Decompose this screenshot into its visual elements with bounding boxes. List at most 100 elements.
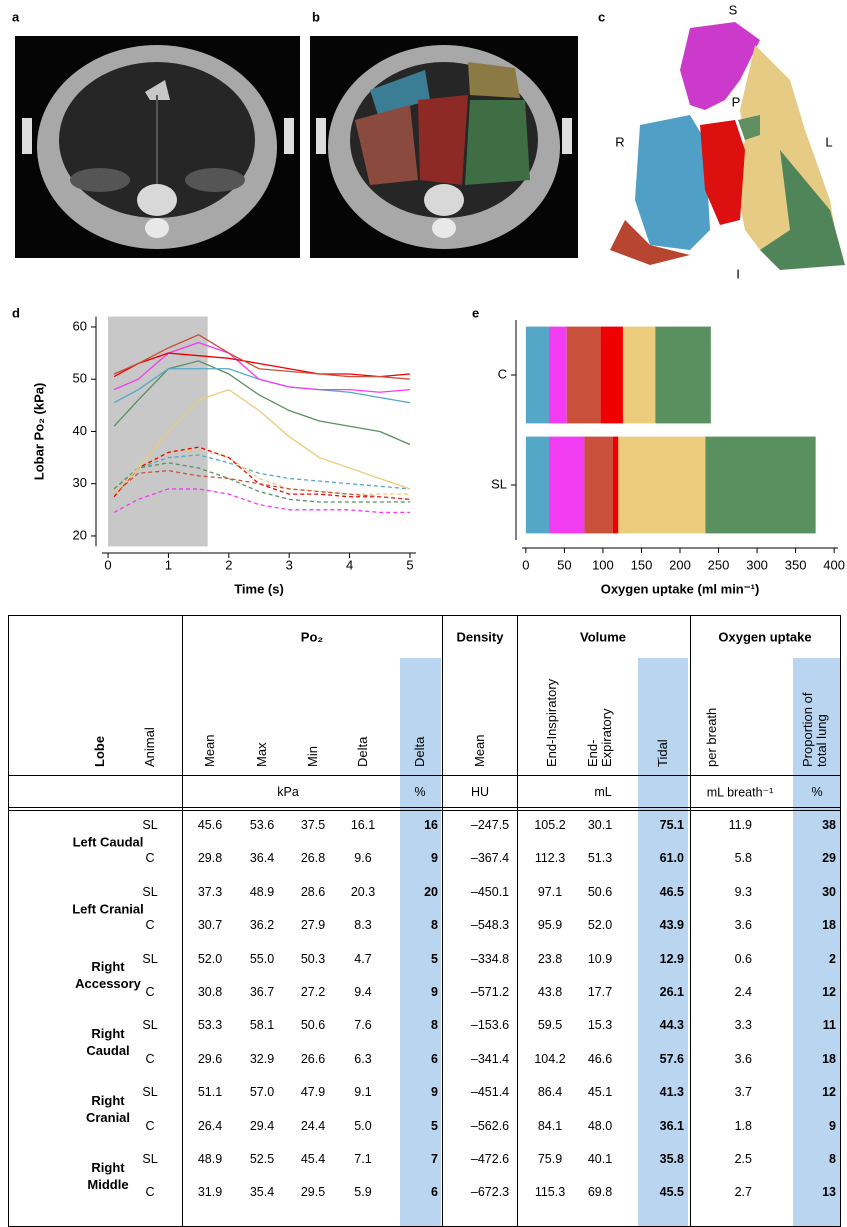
table-value: 55.0 [250,952,274,966]
table-value: 75.1 [660,818,684,832]
animal-label: SL [142,818,157,832]
table-value: 3.6 [735,1052,752,1066]
unit-label: kPa [277,785,299,799]
table-value: 18 [822,1052,836,1066]
unit-label: mL breath⁻¹ [707,785,774,800]
x-tick-label: 3 [286,557,293,572]
table-value: 44.3 [660,1018,684,1032]
lobe-label: Right Middle [70,1159,146,1193]
table-value: 18 [822,918,836,932]
x-tick-label: 0 [522,557,529,572]
table-value: 2.4 [735,985,752,999]
shaded-region [108,317,208,547]
table-value: 69.8 [588,1185,612,1199]
table-value: 3.3 [735,1018,752,1032]
bar-segment [567,327,601,424]
table-value: –571.2 [471,985,509,999]
column-header: per breath [705,662,719,767]
table-value: 0.6 [735,952,752,966]
column-header: Lobe [93,662,107,767]
table-value: 53.3 [198,1018,222,1032]
y-tick-label: 50 [73,371,87,386]
table-value: 26.1 [660,985,684,999]
table-value: 26.4 [198,1119,222,1133]
y-tick-label: SL [491,476,507,491]
y-tick-label: 30 [73,475,87,490]
figure: abcdeSPRLI2030405060012345Time (s)Lobar … [0,0,847,1227]
table-value: 12 [822,1085,836,1099]
table-value: 48.9 [250,885,274,899]
table-value: 30 [822,885,836,899]
column-header: Mean [473,662,487,767]
table-value: –451.4 [471,1085,509,1099]
table-value: 29.8 [198,851,222,865]
segmented-ct-image [310,36,578,258]
column-header: Mean [203,662,217,767]
table-value: 4.7 [354,952,371,966]
animal-label: C [145,1185,154,1199]
table-value: 6.3 [354,1052,371,1066]
table-value: 26.8 [301,851,325,865]
column-header: Min [306,662,320,767]
unit-label: % [811,785,822,799]
bar-segment [526,437,549,534]
bar-segment [601,327,623,424]
unit-label: % [414,785,425,799]
group-header: Po₂ [301,630,323,645]
table-value: 95.9 [538,918,562,932]
table-value: 45.4 [301,1152,325,1166]
panel-label: e [472,305,479,320]
column-header: Delta [356,662,370,767]
table-value: 32.9 [250,1052,274,1066]
bar-segment [549,327,567,424]
table-value: 36.2 [250,918,274,932]
lobe-label: Right Caudal [70,1025,146,1059]
table-value: 11.9 [729,818,752,832]
table-value: 46.5 [660,885,684,899]
table-value: 48.9 [198,1152,222,1166]
table-value: 2 [829,952,836,966]
table-value: 29.6 [198,1052,222,1066]
table-value: 27.2 [301,985,325,999]
table-value: 9.4 [354,985,371,999]
table-value: 28.6 [301,885,325,899]
table-value: –562.6 [471,1119,509,1133]
table-value: 16.1 [351,818,375,832]
table-border [442,615,443,1226]
x-axis-label: Time (s) [234,581,284,596]
table-value: 30.8 [198,985,222,999]
table-value: 46.6 [588,1052,612,1066]
table-value: 9.3 [735,885,752,899]
table-value: 105.2 [534,818,565,832]
bar-segment [613,437,618,534]
animal-label: C [145,918,154,932]
bar-segment [705,437,815,534]
table-value: 37.5 [301,818,325,832]
table-value: 24.4 [301,1119,325,1133]
table-value: 13 [822,1185,836,1199]
table-value: 29.5 [301,1185,325,1199]
group-header: Density [457,630,504,645]
table-value: 16 [424,818,438,832]
panel-label: c [598,9,605,24]
table-value: 36.7 [250,985,274,999]
table-value: 37.3 [198,885,222,899]
table-value: 9 [431,985,438,999]
column-header: Proportion of total lung [801,677,829,767]
table-value: 11 [823,1018,836,1032]
table-value: 6 [431,1185,438,1199]
y-tick-label: 20 [73,527,87,542]
y-tick-label: 60 [73,318,87,333]
table-value: 5.0 [354,1119,371,1133]
table-value: 2.7 [735,1185,752,1199]
table-value: 8.3 [354,918,371,932]
table-value: 50.3 [301,952,325,966]
table-value: 9 [431,1085,438,1099]
table-value: 26.6 [301,1052,325,1066]
x-tick-label: 250 [708,557,730,572]
bar-segment [618,437,705,534]
table-value: 9.6 [354,851,371,865]
table-value: 43.9 [660,918,684,932]
column-header: End-Expiratory [586,695,614,767]
table-value: 5 [431,952,438,966]
